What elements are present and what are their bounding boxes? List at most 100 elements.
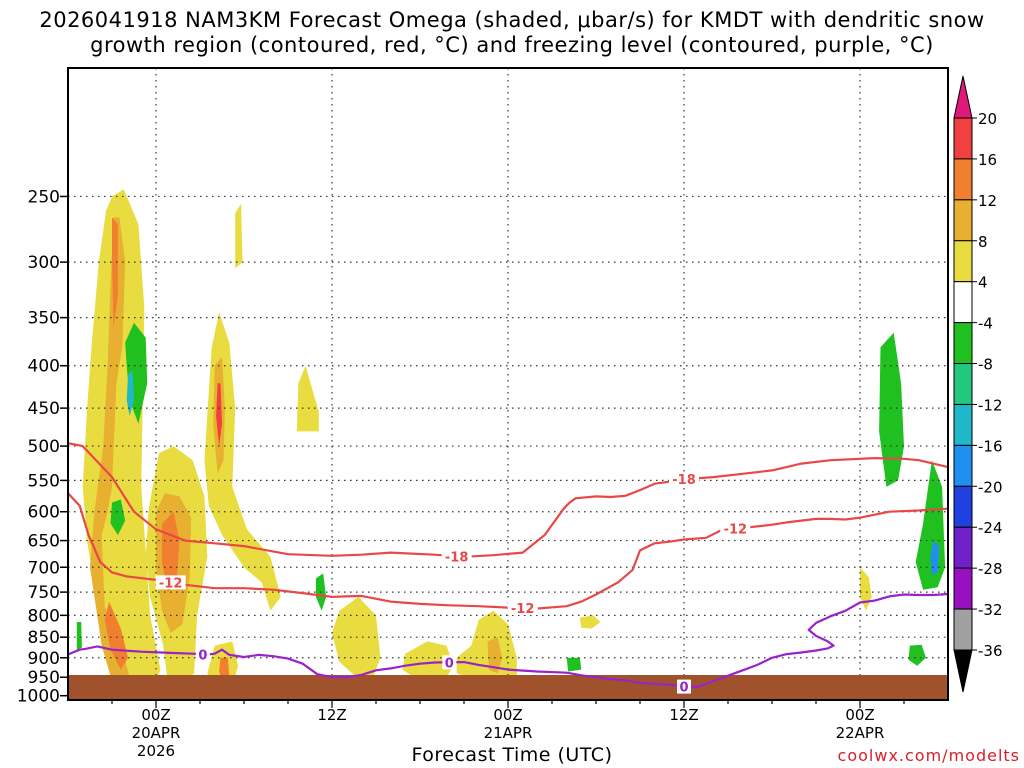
colorbar-bottom-arrow [953, 649, 973, 693]
colorbar-bin-2 [953, 158, 973, 201]
minus-18-isotherm-label-1: -18 [672, 473, 696, 488]
downward-motion-e-core [930, 540, 940, 575]
y-tick-label-500: 500 [28, 437, 60, 457]
temperature-contours: -18 -18 -12 -12 -12 0 0 0 [68, 442, 948, 696]
colorbar-label-11: -28 [978, 560, 1003, 578]
upward-motion-f [296, 365, 319, 432]
colorbar-label-9: -20 [978, 478, 1003, 496]
x-axis-title: Forecast Time (UTC) [411, 744, 613, 766]
downward-motion-g [566, 657, 582, 672]
upward-motion-i-core [487, 637, 503, 674]
colorbar-bin-4 [953, 240, 973, 283]
x-tick-label-6-0: 00Z [141, 706, 170, 724]
x-tick-label-54-1: 22APR [836, 724, 885, 742]
freezing-level-label-1: 0 [445, 656, 454, 671]
minus-18-isotherm-label-bg-0 [441, 549, 472, 564]
y-tick-label-800: 800 [28, 606, 60, 626]
minus-12-isotherm-label-bg-1 [507, 601, 538, 616]
x-tick-label-42-0: 12Z [669, 706, 698, 724]
minus-12-isotherm [68, 492, 948, 610]
colorbar-bin-9 [953, 444, 973, 487]
downward-motion-h [76, 622, 82, 650]
colorbar-label-13: -36 [978, 642, 1003, 660]
x-tick-label-6-1: 20APR [132, 724, 181, 742]
y-axis: 2503003504004505005506006507007508008509… [17, 187, 68, 707]
upward-motion-g [332, 596, 381, 680]
chart-title-line-2: growth region (contoured, red, °C) and f… [90, 33, 934, 57]
colorbar: 20 16 12 8 4 -4 -8 -12 -16 -20 -24 -28 -32 -36 [953, 75, 1003, 693]
colorbar-label-2: 12 [978, 192, 997, 210]
minus-12-isotherm-label-bg-2 [720, 521, 751, 536]
x-tick-label-30-1: 21APR [484, 724, 533, 742]
colorbar-bin-10 [953, 485, 973, 528]
omega-shading [76, 189, 946, 693]
colorbar-bin-5 [953, 281, 973, 324]
y-tick-label-650: 650 [28, 532, 60, 552]
y-tick-label-450: 450 [28, 399, 60, 419]
colorbar-top-arrow [953, 75, 973, 119]
minus-12-isotherm-label-0: -12 [159, 576, 183, 591]
colorbar-label-8: -16 [978, 437, 1003, 455]
freezing-level-label-bg-0 [195, 647, 210, 662]
y-tick-label-350: 350 [28, 309, 60, 329]
colorbar-label-4: 4 [978, 274, 988, 292]
ground-surface [68, 675, 948, 700]
colorbar-bin-8 [953, 403, 973, 446]
colorbar-label-10: -24 [978, 519, 1003, 537]
colorbar-label-12: -32 [978, 601, 1003, 619]
y-tick-label-1000: 1000 [17, 687, 60, 707]
y-tick-label-950: 950 [28, 668, 60, 688]
upward-motion-c-max [216, 383, 222, 447]
upward-motion-e [235, 203, 243, 269]
colorbar-label-0: 20 [978, 110, 997, 128]
colorbar-label-6: -8 [978, 356, 993, 374]
downward-motion-d [879, 332, 904, 487]
upward-motion-j [579, 615, 601, 629]
x-tick-label-6-2: 2026 [137, 742, 175, 760]
colorbar-bin-11 [953, 526, 973, 569]
colorbar-bin-12 [953, 567, 973, 610]
colorbar-bin-3 [953, 199, 973, 242]
minus-12-isotherm-label-2: -12 [724, 523, 748, 538]
upward-motion-a-max [112, 217, 118, 328]
credit-link[interactable]: coolwx.com/modelts [837, 746, 1020, 765]
downward-motion-f [908, 644, 926, 666]
upward-motion-h [402, 641, 454, 681]
freezing-level-label-2: 0 [679, 681, 688, 696]
y-tick-label-700: 700 [28, 558, 60, 578]
colorbar-label-1: 16 [978, 151, 997, 169]
colorbar-bin-13 [953, 608, 973, 651]
minus-18-isotherm-label-bg-1 [669, 472, 699, 487]
upward-motion-k [860, 567, 872, 611]
y-tick-label-600: 600 [28, 503, 60, 523]
y-tick-label-900: 900 [28, 649, 60, 669]
x-tick-label-30-0: 00Z [493, 706, 522, 724]
minus-18-isotherm [68, 442, 948, 558]
freezing-level-label-bg-2 [677, 679, 691, 694]
colorbar-label-7: -12 [978, 396, 1003, 414]
y-tick-label-550: 550 [28, 471, 60, 491]
y-tick-label-850: 850 [28, 628, 60, 648]
minus-18-isotherm-label-0: -18 [445, 550, 469, 565]
upward-motion-a-max2 [104, 601, 129, 670]
upward-motion-b-max [161, 511, 180, 593]
x-tick-label-18-0: 12Z [317, 706, 346, 724]
x-tick-label-54-0: 00Z [845, 706, 874, 724]
y-tick-label-300: 300 [28, 253, 60, 273]
freezing-level [68, 592, 948, 688]
chart-title-line-1: 2026041918 NAM3KM Forecast Omega (shaded… [39, 8, 985, 32]
freezing-level-label-bg-1 [442, 655, 457, 670]
downward-motion-a-core [126, 370, 134, 416]
colorbar-bin-7 [953, 363, 973, 405]
downward-motion-b [110, 499, 126, 535]
colorbar-bin-1 [953, 117, 973, 160]
y-tick-label-750: 750 [28, 583, 60, 603]
upward-motion-a-core [90, 217, 130, 687]
minus-12-isotherm-label-bg-0 [155, 575, 186, 590]
colorbar-bin-6 [953, 322, 973, 365]
colorbar-label-3: 8 [978, 233, 988, 251]
y-tick-label-250: 250 [28, 187, 60, 207]
freezing-level-label-0: 0 [198, 648, 207, 663]
